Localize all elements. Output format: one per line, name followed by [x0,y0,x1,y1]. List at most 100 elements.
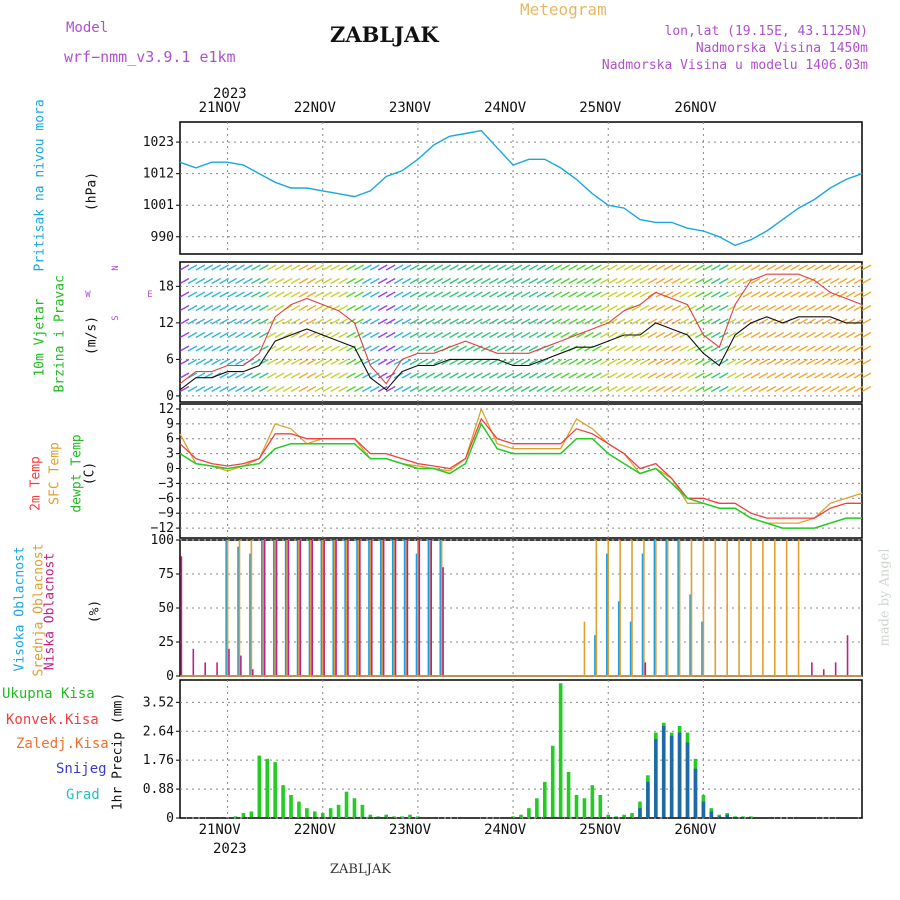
wind-arrow [671,277,682,285]
wind-arrow [282,345,293,352]
wind-arrow [750,385,761,393]
wind-arrow [520,372,531,379]
wind-arrow [457,345,467,352]
wind-arrow [258,277,269,285]
wind-arrow [782,331,793,339]
wind-arrow [663,331,674,339]
wind-arrow [195,385,206,393]
wind-arrow [822,277,832,285]
y-tick-label-temp: −9 [158,506,174,521]
wind-arrow [274,358,285,366]
wind-arrow [774,345,785,352]
wind-arrow [362,358,372,366]
wind-arrow [798,358,808,366]
wind-arrow [671,385,682,393]
wind-arrow [496,264,507,271]
wind-arrow [552,304,563,312]
total-precip-bar [416,816,420,818]
wind-arrow [639,304,650,312]
wind-arrow [758,372,769,379]
wind-arrow [314,372,325,379]
wind-arrow [599,358,610,366]
wind-arrow [417,331,428,339]
wind-arrow [552,264,563,271]
wind-arrow [750,277,761,285]
wind-arrow [417,345,428,352]
day-label-top: 25NOV [579,100,622,116]
wind-arrow [790,358,800,366]
panel-frame-temp [179,403,863,539]
station-title: ZABLJAK [330,22,439,47]
wind-arrow [473,304,483,312]
wind-arrow [251,277,261,285]
wind-arrow [258,331,269,339]
wind-arrow [306,331,317,339]
wind-arrow [687,264,697,271]
wind-arrow [322,277,333,285]
wind-arrow [663,372,674,379]
wind-arrow [568,304,578,312]
wind-arrow [266,358,277,366]
wind-arrow [655,264,666,271]
wind-arrow [346,358,356,366]
wind-arrow [607,345,618,352]
wind-arrow [560,345,570,352]
y-tick-label-temp: 0 [166,462,174,477]
wind-arrow [766,345,777,352]
wind-arrow [187,358,198,366]
wind-arrow [703,331,713,339]
wind-arrow [298,358,309,366]
bottom-year-label: 2023 [213,841,247,857]
wind-arrow [290,291,301,298]
wind-arrow [560,264,570,271]
wind-arrow [647,372,658,379]
wind-arrow [536,318,547,325]
wind-arrow [703,345,713,352]
wind-arrow [766,372,777,379]
wind-arrow [806,385,816,393]
wind-arrow [663,345,674,352]
wind-arrow [631,304,642,312]
wind-arrow [520,277,531,285]
wind-arrow [187,331,198,339]
wind-arrow [512,358,523,366]
wind-arrow [750,331,761,339]
wind-arrow [647,264,658,271]
wind-arrow [179,358,190,366]
wind-arrow [219,345,229,352]
wind-arrow [798,385,808,393]
wind-arrow [473,385,483,393]
wind-arrow [290,277,301,285]
wind-arrow [615,345,626,352]
wind-arrow [362,385,372,393]
wind-arrow [179,304,190,312]
wind-arrow [679,345,689,352]
wind-arrow [814,318,824,325]
wind-arrow [758,264,769,271]
wind-arrow [512,264,523,271]
wind-arrow [481,264,491,271]
wind-arrow [584,264,594,271]
wind-arrow [734,318,745,325]
wind-arrow [544,372,555,379]
wind-arrow [473,331,483,339]
wind-arrow [417,264,428,271]
wind-arrow [504,264,515,271]
wind-arrow [536,385,547,393]
wind-arrow [861,358,872,366]
wind-arrow [187,385,198,393]
wind-arrow [433,345,444,352]
wind-arrow [806,277,816,285]
wind-arrow [227,345,237,352]
wind-arrow [243,291,253,298]
wind-arrow [409,345,420,352]
wind-arrow [449,304,459,312]
wind-arrow [782,358,793,366]
snow-precip-bar [709,811,714,818]
wind-arrow [496,385,507,393]
wind-arrow [465,358,475,366]
wind-arrow [798,331,808,339]
wind-arrow [330,385,341,393]
wind-arrow [441,264,452,271]
wind-arrow [655,358,666,366]
